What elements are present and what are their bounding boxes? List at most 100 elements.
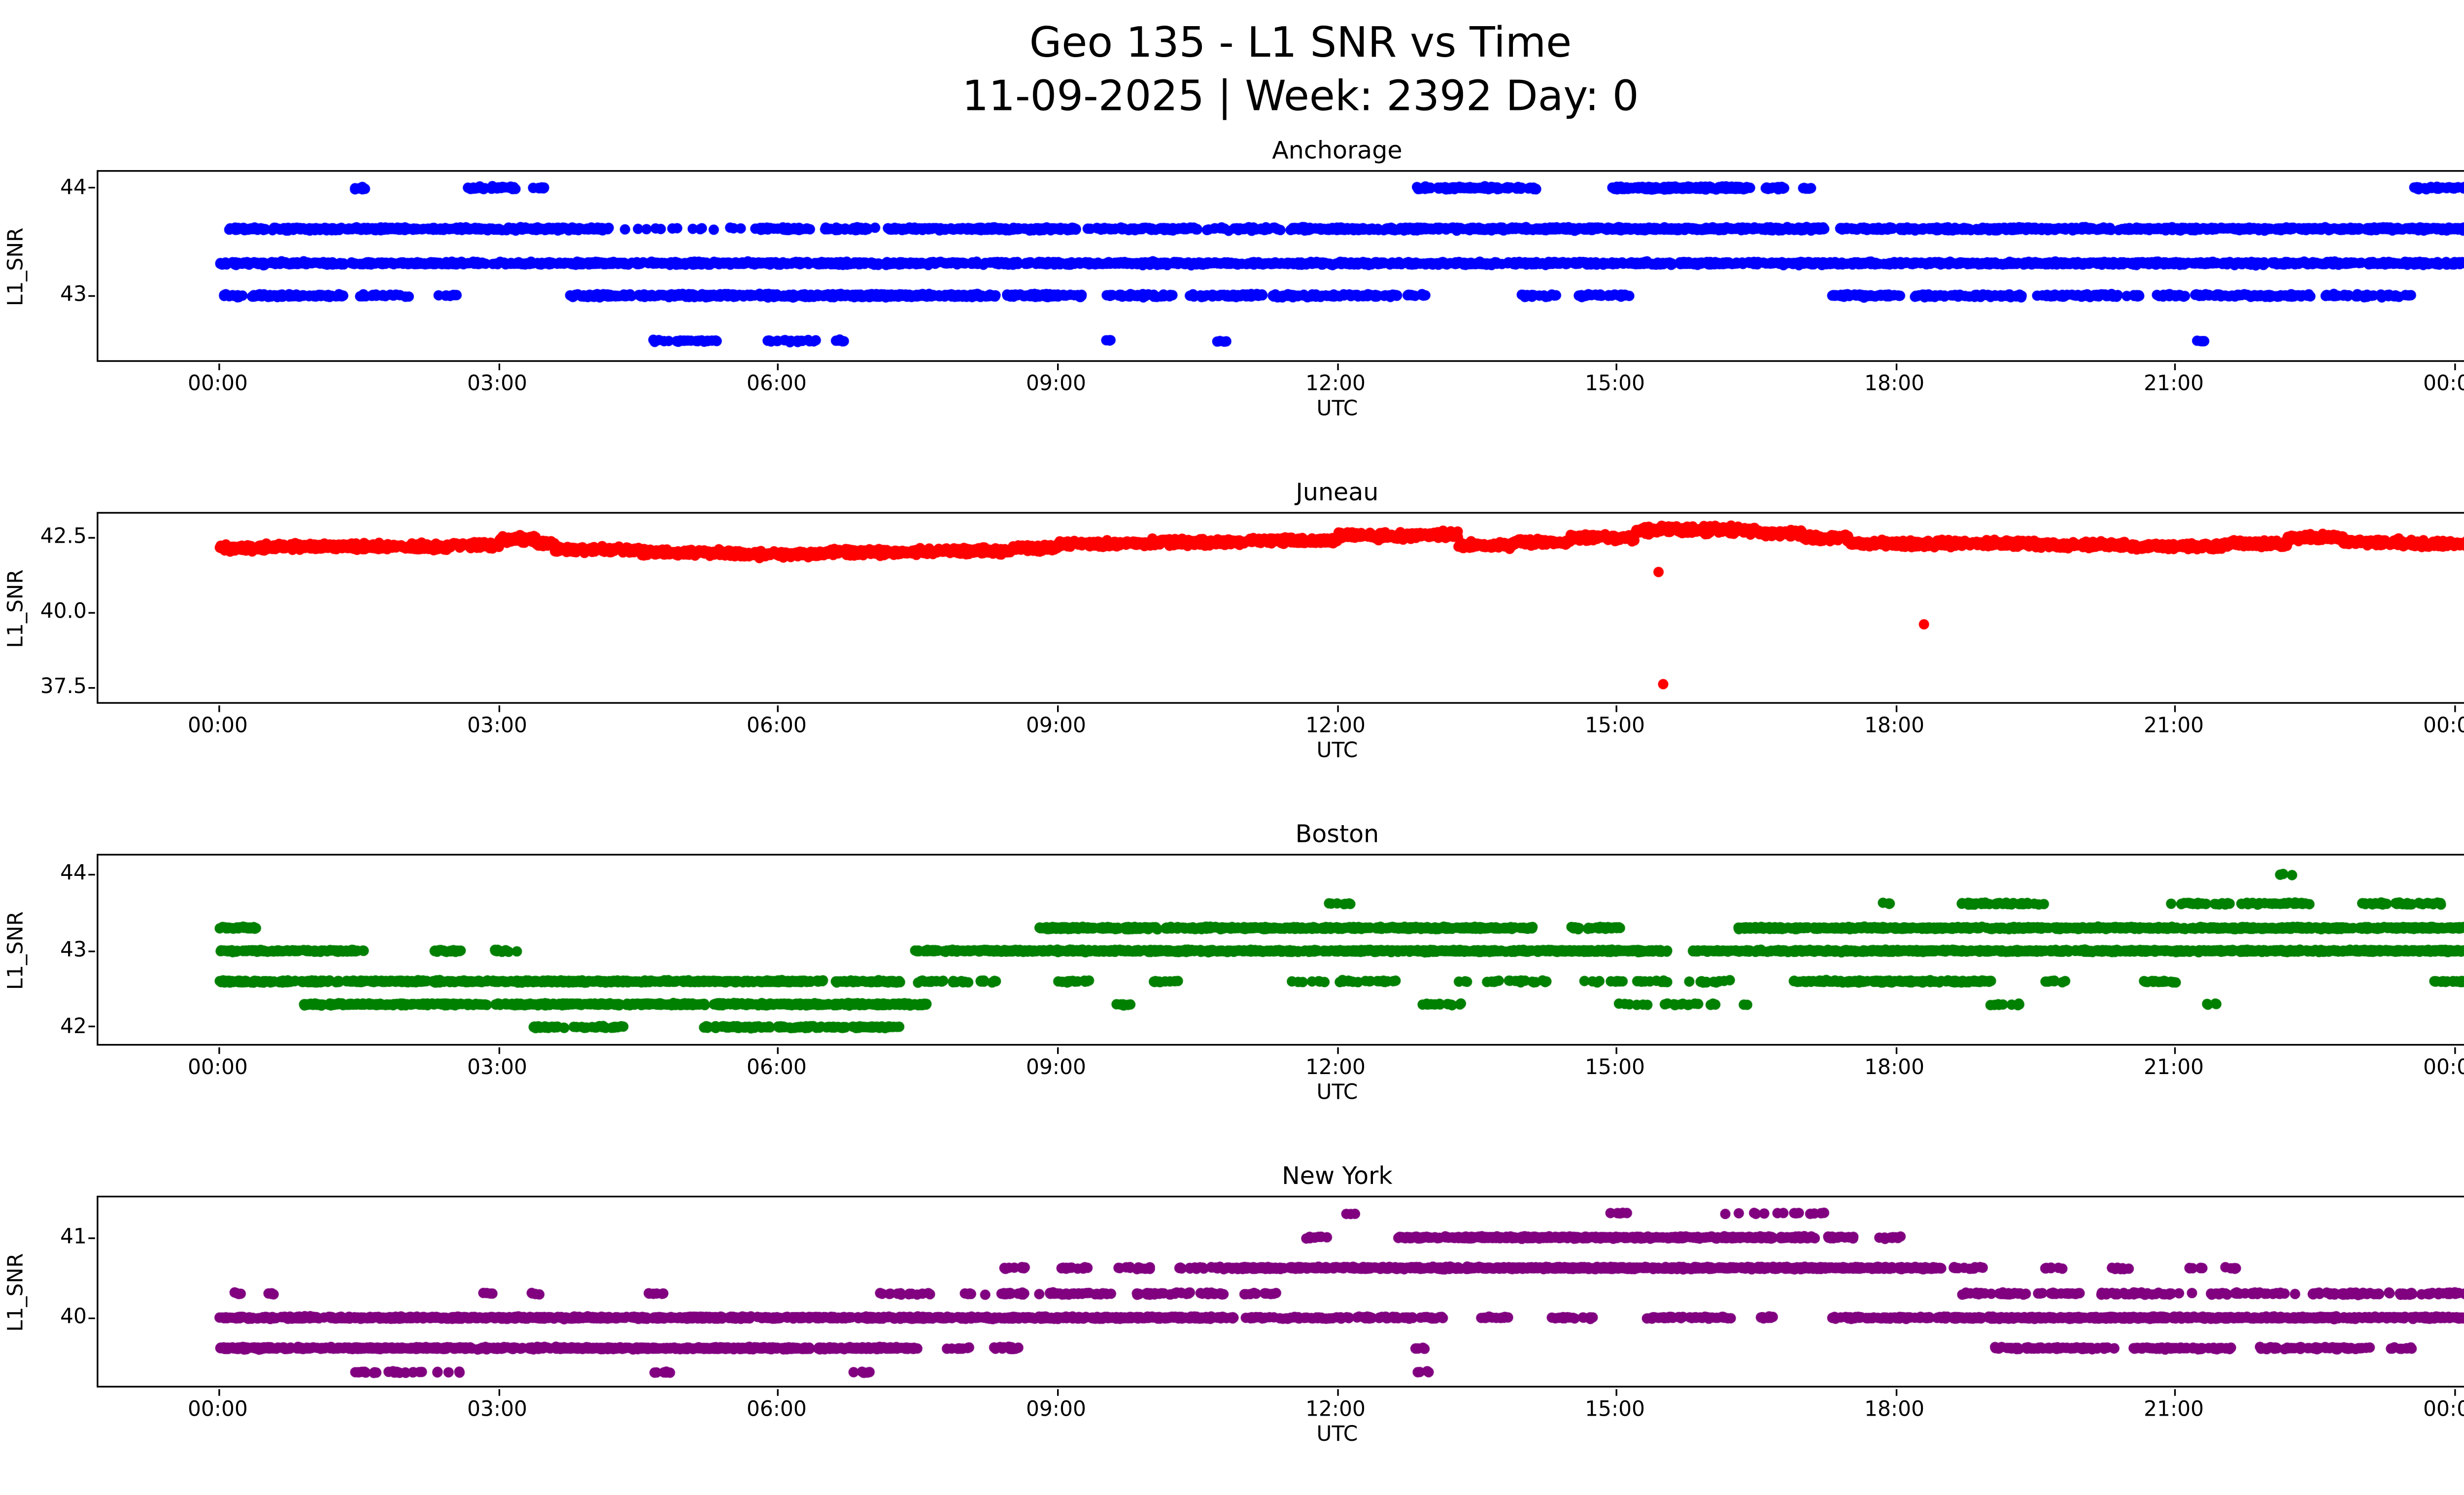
y-tick-label: 43: [60, 937, 87, 962]
x-tick-mark: [218, 1389, 220, 1396]
x-tick-label: 00:00: [187, 1395, 248, 1421]
x-tick-mark: [1615, 705, 1618, 712]
x-tick-label: 06:00: [746, 370, 807, 395]
scatter-canvas-boston: [98, 855, 2464, 1044]
subplot-grid: Anchorage L1_SNR 43 44 00:00 03:00 06:00 09:00 1…: [0, 130, 2464, 425]
x-tick-mark: [777, 363, 780, 371]
x-tick-mark: [1895, 1047, 1897, 1054]
x-tick-mark: [218, 363, 220, 371]
x-axis-ticks: 00:00 03:00 06:00 09:00 12:00 15:00 18:00 21:00…: [97, 704, 2464, 737]
x-tick-label: 21:00: [2144, 370, 2204, 395]
y-tick-mark: [88, 950, 95, 952]
x-tick-mark: [1895, 705, 1897, 712]
y-axis-label: L1_SNR: [0, 170, 30, 362]
x-axis-label: UTC: [1316, 395, 1358, 420]
y-axis-label: L1_SNR: [0, 1196, 30, 1388]
subplot-grid: Juneau L1_SNR 42.5 40.0 37.5 00:00 03:00 06:00 0…: [0, 472, 2464, 767]
x-tick-mark: [777, 1047, 780, 1054]
x-axis-ticks: 00:00 03:00 06:00 09:00 12:00 15:00 18:00 21:00…: [97, 1045, 2464, 1079]
x-tick-label: 12:00: [1305, 712, 1366, 737]
subplot-grid: New York L1_SNR 41 40 00:00 03:00 06:00 09:00 12…: [0, 1156, 2464, 1451]
subplot-title: Boston: [1295, 822, 1379, 849]
x-tick-mark: [1895, 1389, 1897, 1396]
y-tick-label: 40.0: [40, 598, 87, 624]
figure: Geo 135 - L1 SNR vs Time 11-09-2025 | We…: [0, 18, 2464, 1451]
x-tick-label: 12:00: [1305, 370, 1366, 395]
x-tick-mark: [2174, 363, 2177, 371]
x-tick-label: 09:00: [1026, 712, 1086, 737]
x-tick-label: 21:00: [2144, 1054, 2204, 1079]
y-axis-label-text: L1_SNR: [2, 568, 28, 647]
y-tick-mark: [88, 536, 95, 539]
plot-area: [88, 854, 2464, 1054]
y-axis-ticks: 43 44: [30, 170, 97, 362]
x-tick-label: 12:00: [1305, 1395, 1366, 1421]
scatter-canvas-anchorage: [98, 172, 2464, 360]
x-tick-label: 09:00: [1026, 370, 1086, 395]
x-tick-label: 15:00: [1585, 1054, 1645, 1079]
x-tick-mark: [1057, 1389, 1059, 1396]
y-tick-label: 42.5: [40, 523, 87, 549]
x-tick-label: 00:00: [2423, 1054, 2464, 1079]
subplot-juneau: Juneau L1_SNR 42.5 40.0 37.5 00:00 03:00 06:00 0…: [0, 472, 2464, 767]
plot-area: [88, 170, 2464, 371]
x-tick-mark: [2454, 705, 2456, 712]
y-axis-ticks: 42.5 40.0 37.5: [30, 512, 97, 704]
x-tick-mark: [498, 705, 500, 712]
x-tick-mark: [2174, 1389, 2177, 1396]
x-tick-label: 00:00: [187, 370, 248, 395]
x-tick-label: 18:00: [1864, 1054, 1925, 1079]
y-tick-mark: [88, 294, 95, 297]
x-tick-label: 00:00: [2423, 1395, 2464, 1421]
x-tick-mark: [1336, 363, 1338, 371]
subplot-boston: Boston L1_SNR 44 43 42 00:00 03:00 06:00 09:00 12…: [0, 814, 2464, 1109]
x-tick-label: 06:00: [746, 1395, 807, 1421]
x-tick-mark: [2174, 1047, 2177, 1054]
subplot-title: Anchorage: [1272, 138, 1403, 165]
y-tick-mark: [88, 873, 95, 875]
x-tick-label: 18:00: [1864, 370, 1925, 395]
y-tick-label: 41: [60, 1223, 87, 1249]
x-tick-label: 03:00: [467, 370, 527, 395]
x-tick-mark: [1336, 1389, 1338, 1396]
y-tick-label: 44: [60, 174, 87, 199]
x-tick-mark: [2174, 705, 2177, 712]
x-tick-label: 21:00: [2144, 1395, 2204, 1421]
y-tick-mark: [88, 187, 95, 189]
x-tick-label: 03:00: [467, 1054, 527, 1079]
plot-area: [88, 1195, 2464, 1396]
x-tick-mark: [498, 1389, 500, 1396]
x-tick-mark: [218, 705, 220, 712]
y-axis-label-text: L1_SNR: [2, 1252, 28, 1331]
y-axis-label-text: L1_SNR: [2, 910, 28, 989]
x-tick-mark: [1615, 363, 1618, 371]
x-axis-label: UTC: [1316, 1421, 1358, 1446]
x-tick-label: 15:00: [1585, 370, 1645, 395]
x-tick-label: 09:00: [1026, 1054, 1086, 1079]
x-tick-mark: [1057, 1047, 1059, 1054]
y-axis-ticks: 41 40: [30, 1196, 97, 1388]
x-tick-mark: [1057, 705, 1059, 712]
subplot-title: New York: [1282, 1164, 1393, 1191]
scatter-canvas-juneau: [98, 514, 2464, 702]
x-tick-label: 03:00: [467, 712, 527, 737]
y-tick-mark: [88, 686, 95, 688]
figure-title: Geo 135 - L1 SNR vs Time: [1029, 18, 1572, 67]
subplots-container: Anchorage L1_SNR 43 44 00:00 03:00 06:00 09:00 1…: [0, 130, 2464, 1451]
x-tick-mark: [2454, 363, 2456, 371]
x-tick-label: 00:00: [2423, 370, 2464, 395]
y-tick-label: 37.5: [40, 673, 87, 698]
x-tick-mark: [218, 1047, 220, 1054]
x-tick-label: 06:00: [746, 712, 807, 737]
x-tick-label: 03:00: [467, 1395, 527, 1421]
x-tick-mark: [777, 705, 780, 712]
x-axis-ticks: 00:00 03:00 06:00 09:00 12:00 15:00 18:00 21:00…: [97, 1388, 2464, 1421]
x-tick-label: 21:00: [2144, 712, 2204, 737]
x-tick-label: 00:00: [187, 712, 248, 737]
y-tick-mark: [88, 1236, 95, 1239]
subplot-anchorage: Anchorage L1_SNR 43 44 00:00 03:00 06:00 09:00 1…: [0, 130, 2464, 425]
y-axis-label: L1_SNR: [0, 854, 30, 1045]
y-axis-label: L1_SNR: [0, 512, 30, 704]
figure-scaler: Geo 135 - L1 SNR vs Time 11-09-2025 | We…: [0, 18, 2464, 1451]
x-tick-label: 18:00: [1864, 1395, 1925, 1421]
